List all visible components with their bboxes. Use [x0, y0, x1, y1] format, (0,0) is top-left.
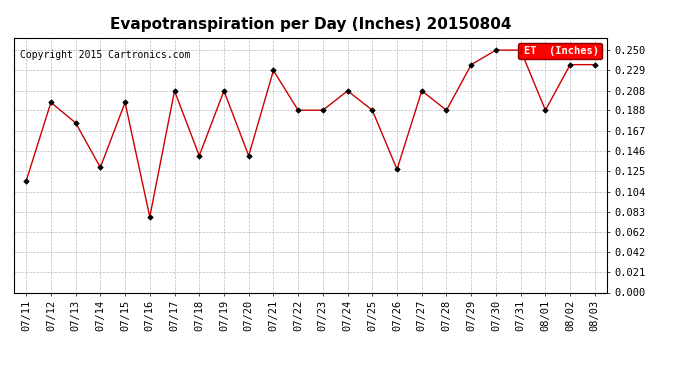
- Text: Evapotranspiration per Day (Inches) 20150804: Evapotranspiration per Day (Inches) 2015…: [110, 17, 511, 32]
- Text: Copyright 2015 Cartronics.com: Copyright 2015 Cartronics.com: [20, 50, 190, 60]
- Legend: ET  (Inches): ET (Inches): [518, 43, 602, 59]
